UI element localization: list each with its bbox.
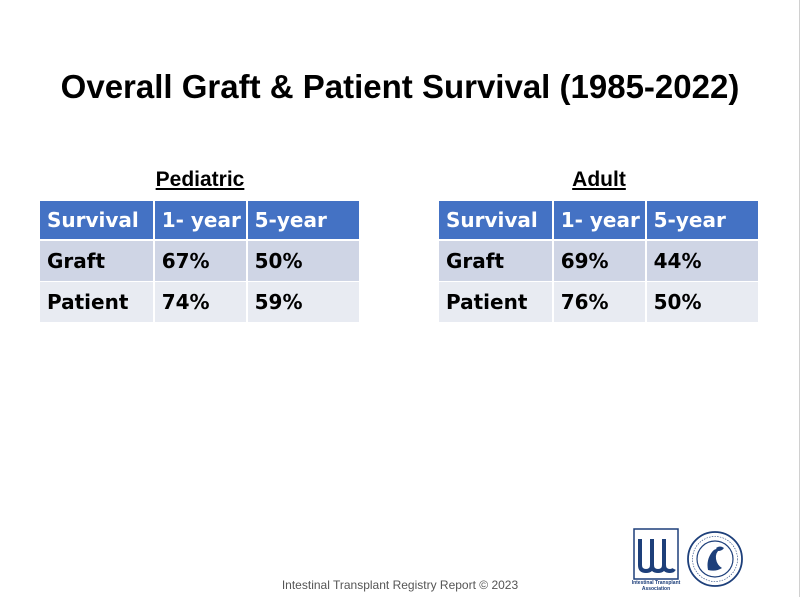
adult-survival-table: Survival 1- year 5-year Graft 69% 44% Pa… [439,201,758,322]
header-survival: Survival [439,201,554,241]
row-label-patient: Patient [439,281,554,322]
slide-title: Overall Graft & Patient Survival (1985-2… [60,68,740,105]
table-row: Patient 74% 59% [40,281,359,322]
table-header-row: Survival 1- year 5-year [40,201,359,241]
cell-value: 50% [246,240,359,282]
row-label-graft: Graft [439,240,554,282]
pediatric-survival-table: Survival 1- year 5-year Graft 67% 50% Pa… [40,201,359,322]
ita-logo-icon [633,528,679,580]
header-5-year: 5-year [645,201,758,241]
pediatric-table-block: Pediatric Survival 1- year 5-year Graft … [40,165,360,322]
adult-heading: Adult [572,168,626,191]
header-1-year: 1- year [153,201,248,241]
cell-value: 69% [552,240,647,282]
header-1-year: 1- year [552,201,647,241]
table-row: Graft 67% 50% [40,240,359,282]
footer-copyright: Intestinal Transplant Registry Report © … [281,578,519,592]
cell-value: 44% [645,240,758,282]
cell-value: 67% [153,240,248,282]
cell-value: 59% [246,281,359,322]
table-row: Patient 76% 50% [439,281,758,322]
adult-table-block: Adult Survival 1- year 5-year Graft 69% … [439,165,759,322]
header-5-year: 5-year [246,201,359,241]
row-label-patient: Patient [40,281,155,322]
table-header-row: Survival 1- year 5-year [439,201,758,241]
row-label-graft: Graft [40,240,155,282]
ita-logo-caption: Intestinal Transplant Association [631,580,681,592]
table-row: Graft 69% 44% [439,240,758,282]
cell-value: 50% [645,281,758,322]
header-survival: Survival [40,201,155,241]
cell-value: 74% [153,281,248,322]
pediatric-heading: Pediatric [155,168,245,191]
transplantation-society-seal-icon [687,531,743,587]
cell-value: 76% [552,281,647,322]
